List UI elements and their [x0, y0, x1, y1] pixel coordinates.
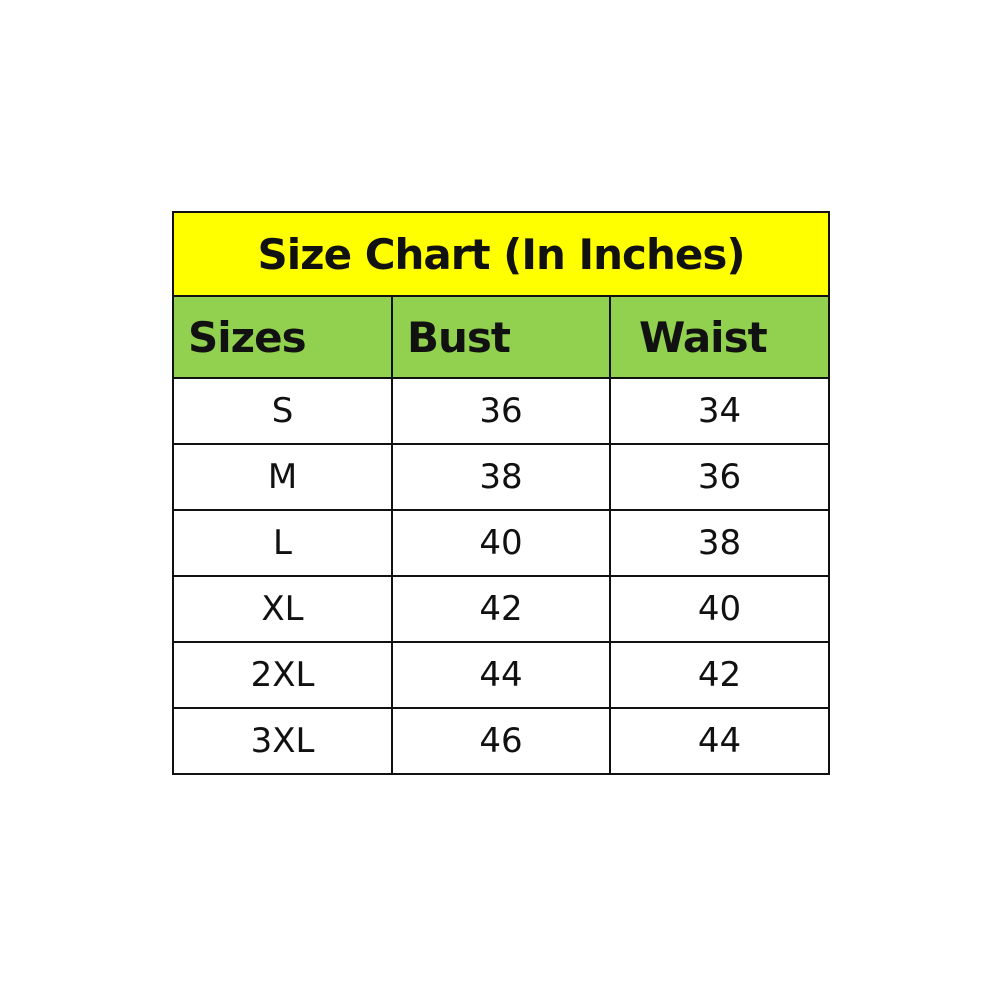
size-cell: 2XL	[172, 641, 393, 709]
table-row: 3XL 46 44	[172, 707, 831, 775]
table-row: 2XL 44 42	[172, 641, 831, 709]
size-cell: S	[172, 377, 393, 445]
bust-cell: 36	[391, 377, 611, 445]
bust-cell: 44	[391, 641, 611, 709]
table-row: M 38 36	[172, 443, 831, 511]
header-row: Sizes Bust Waist	[172, 295, 831, 379]
waist-cell: 36	[608, 443, 831, 511]
title-row: Size Chart (In Inches)	[171, 211, 831, 297]
bust-cell: 38	[391, 443, 611, 511]
bust-cell: 40	[391, 509, 611, 577]
header-sizes: Sizes	[172, 295, 393, 379]
table-row: L 40 38	[172, 509, 831, 577]
bust-cell: 42	[391, 575, 611, 643]
table-row: XL 42 40	[172, 575, 831, 643]
waist-cell: 38	[608, 509, 831, 577]
size-cell: L	[172, 509, 393, 577]
waist-cell: 42	[608, 641, 831, 709]
size-cell: 3XL	[172, 707, 393, 775]
waist-cell: 34	[608, 377, 831, 445]
header-waist: Waist	[608, 295, 831, 379]
size-chart-table: Size Chart (In Inches) Sizes Bust Waist …	[171, 211, 831, 775]
waist-cell: 44	[608, 707, 831, 775]
table-row: S 36 34	[172, 377, 831, 445]
size-cell: XL	[172, 575, 393, 643]
header-bust: Bust	[391, 295, 611, 379]
waist-cell: 40	[608, 575, 831, 643]
bust-cell: 46	[391, 707, 611, 775]
size-cell: M	[172, 443, 393, 511]
table-title: Size Chart (In Inches)	[171, 211, 831, 297]
